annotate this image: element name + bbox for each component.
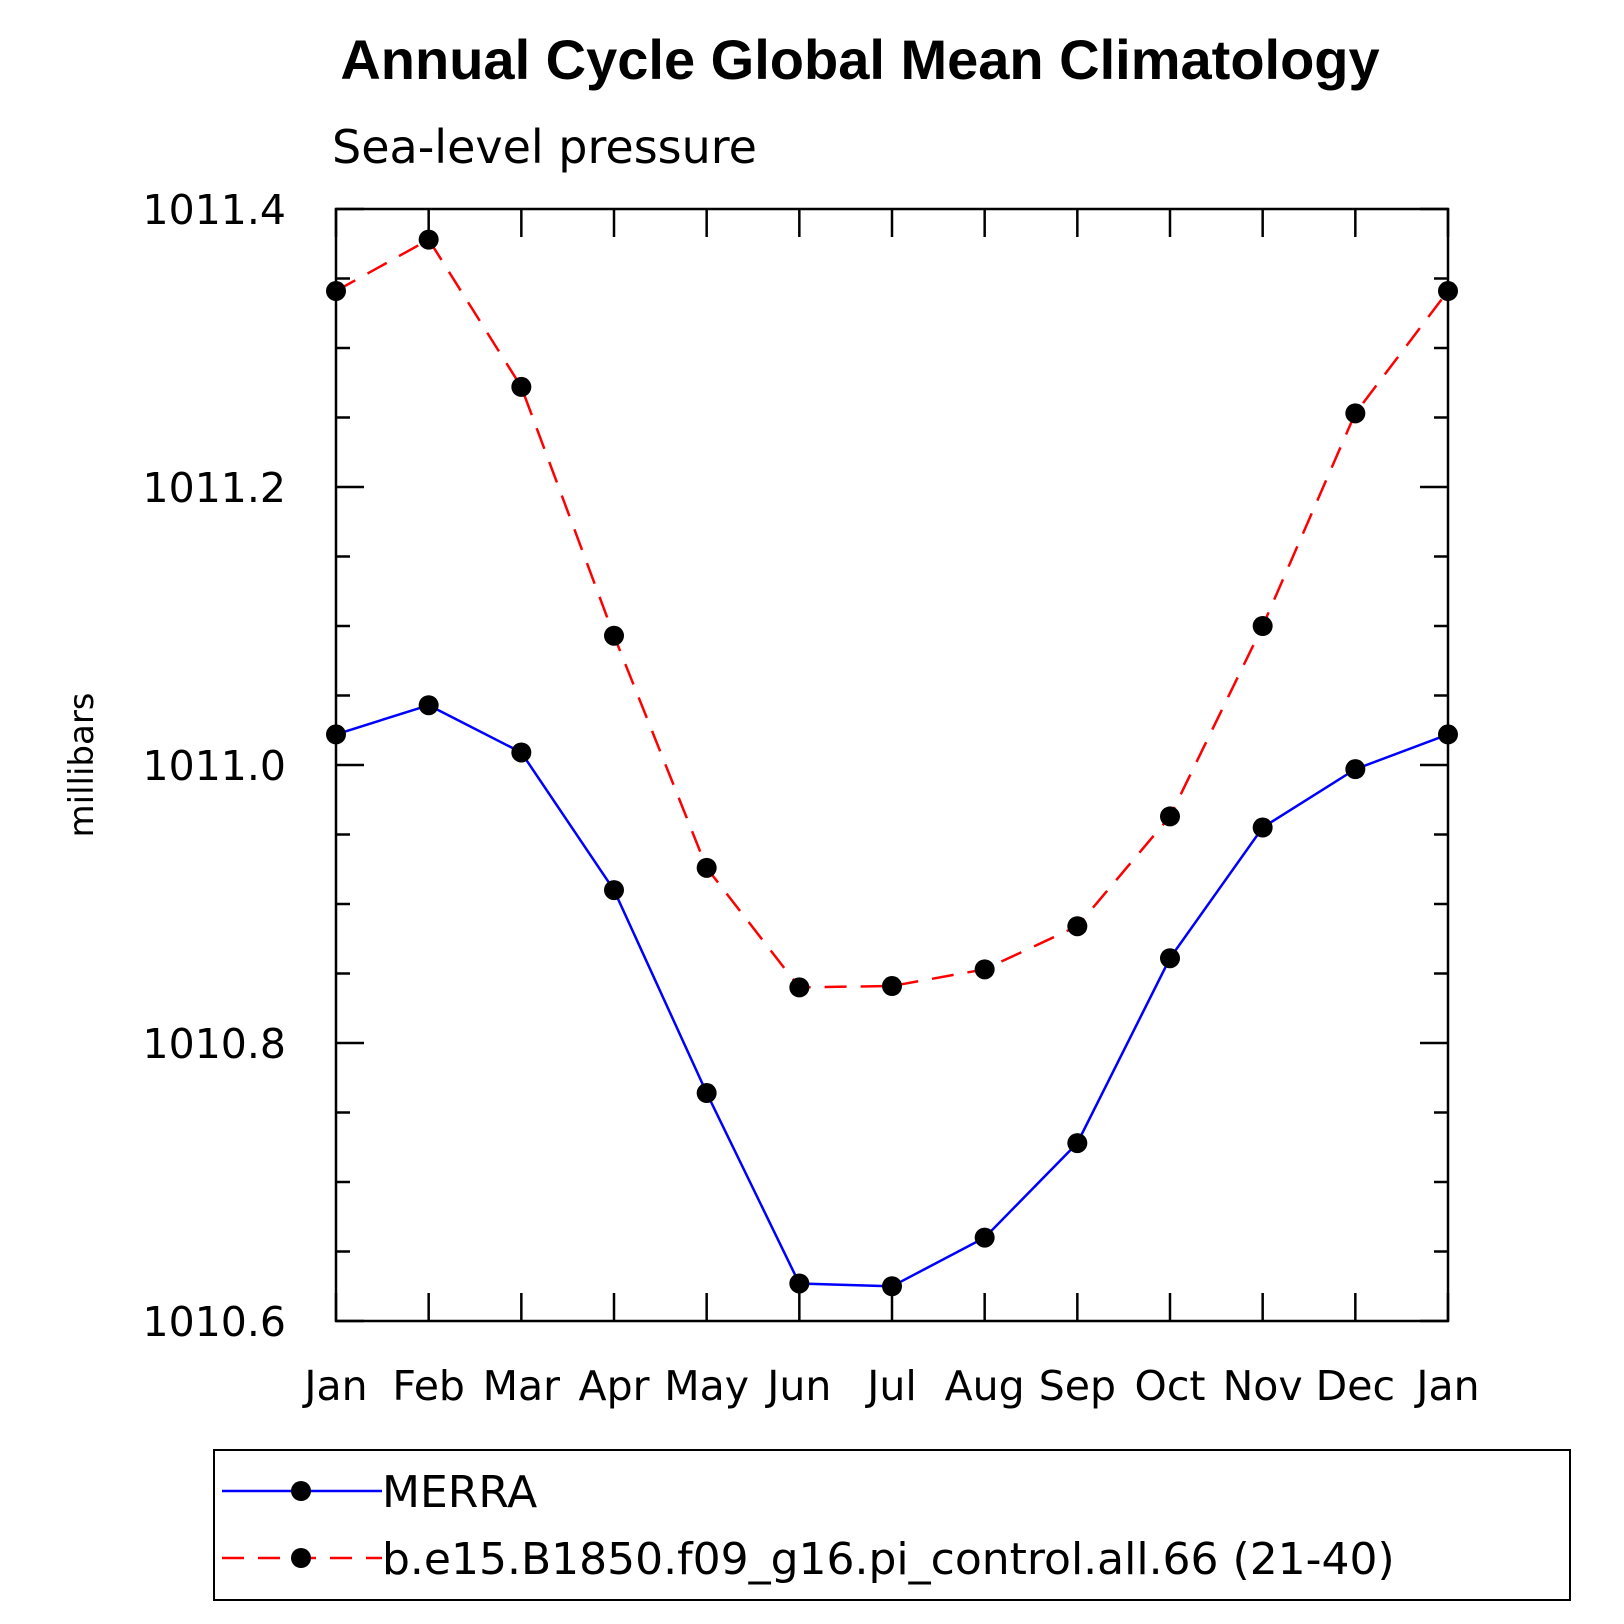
legend-box xyxy=(213,1449,1571,1601)
x-tick-label: Apr xyxy=(579,1362,650,1410)
x-tick-label: Sep xyxy=(1039,1362,1116,1410)
series-0-point xyxy=(1160,948,1180,969)
chart-subtitle: Sea-level pressure xyxy=(332,120,757,174)
series-0-point xyxy=(974,1227,995,1248)
series-line-1 xyxy=(335,237,1449,989)
legend-label-model: b.e15.B1850.f09_g16.pi_control.all.66 (2… xyxy=(382,1534,1395,1585)
series-0-point xyxy=(1345,759,1366,780)
y-tick-labels: 1010.6 1010.8 1011.0 1011.2 1011.4 xyxy=(143,186,286,1346)
legend-label-merra: MERRA xyxy=(382,1467,537,1518)
series-0-point xyxy=(604,880,624,901)
axis-ticks xyxy=(334,207,1450,1323)
series-1-point xyxy=(1438,281,1458,302)
series-1-point xyxy=(882,976,902,997)
x-tick-label: May xyxy=(664,1362,749,1410)
series-1-point xyxy=(696,857,717,878)
x-tick-label: Jan xyxy=(1413,1362,1479,1410)
series-1-point xyxy=(418,229,439,250)
series-1-point xyxy=(789,977,810,998)
x-tick-label: Nov xyxy=(1223,1362,1303,1410)
x-tick-label: Jun xyxy=(764,1362,831,1410)
x-tick-label: Jan xyxy=(301,1362,367,1410)
series-1-point xyxy=(974,959,995,980)
series-0-point xyxy=(511,742,532,763)
series-0-point xyxy=(696,1083,717,1104)
y-tick-label: 1011.0 xyxy=(143,742,286,790)
series-1-point xyxy=(1345,403,1366,424)
x-tick-labels: Jan Feb Mar Apr May Jun Jul Aug Sep Oct Nov Dec Jan xyxy=(301,1362,1479,1410)
series-layer xyxy=(326,229,1458,1297)
series-1-point xyxy=(511,376,532,397)
series-0-point xyxy=(1067,1133,1088,1154)
series-1-point xyxy=(1160,806,1180,827)
series-0-point xyxy=(882,1276,902,1297)
y-tick-label: 1010.8 xyxy=(143,1020,286,1068)
series-0-point xyxy=(1252,817,1273,838)
y-axis-label: millibars xyxy=(62,692,102,837)
x-tick-label: Aug xyxy=(945,1362,1025,1410)
y-tick-label: 1011.4 xyxy=(143,186,286,234)
x-tick-label: Dec xyxy=(1316,1362,1395,1410)
x-tick-label: Oct xyxy=(1135,1362,1206,1410)
series-0-point xyxy=(789,1273,810,1294)
x-tick-label: Mar xyxy=(483,1362,560,1410)
legend-marker-model xyxy=(291,1548,311,1568)
series-0-point xyxy=(326,724,346,745)
chart-title: Annual Cycle Global Mean Climatology xyxy=(340,28,1379,91)
series-1-point xyxy=(1067,916,1088,937)
legend-marker-merra xyxy=(291,1481,311,1501)
series-0-point xyxy=(418,695,439,716)
plot-frame xyxy=(334,207,1450,1323)
x-tick-label: Jul xyxy=(864,1362,916,1410)
y-tick-label: 1011.2 xyxy=(143,464,286,512)
series-0-point xyxy=(1438,724,1458,745)
series-1-point xyxy=(604,625,624,646)
legend: MERRA b.e15.B1850.f09_g16.pi_control.all… xyxy=(213,1449,1571,1601)
x-tick-label: Feb xyxy=(392,1362,465,1410)
series-1-point xyxy=(1252,616,1273,636)
y-tick-label: 1010.6 xyxy=(143,1298,286,1346)
series-1-point xyxy=(326,281,346,302)
